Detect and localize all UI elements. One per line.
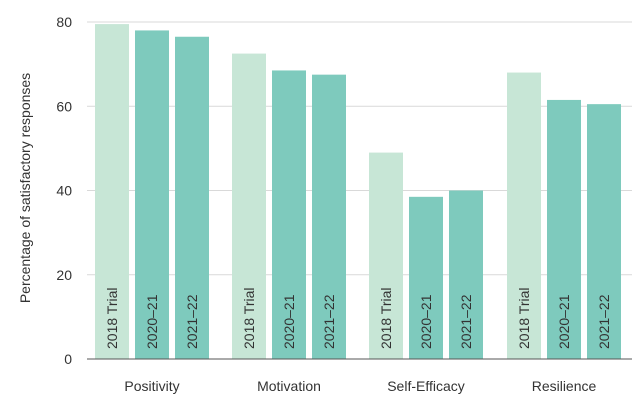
bar-series-label: 2021–22	[596, 294, 612, 349]
y-tick-label: 20	[56, 267, 72, 283]
category-label-self-efficacy: Self-Efficacy	[387, 378, 465, 394]
bar-positivity-1	[135, 30, 169, 360]
y-tick-label: 60	[56, 98, 72, 114]
bar-series-label: 2018 Trial	[104, 288, 120, 349]
bar-positivity-2	[175, 36, 209, 360]
bar-resilience-0	[507, 72, 541, 360]
bar-positivity-0	[95, 24, 129, 359]
y-tick-label: 80	[56, 14, 72, 30]
bars: 2018 Trial 2020–21 2021–22 2018 Trial 2020–2…	[95, 24, 621, 360]
category-label-motivation: Motivation	[257, 378, 321, 394]
bar-series-label: 2020–21	[281, 294, 297, 349]
y-tick-labels: 0 20 40 60 80	[56, 14, 72, 367]
bar-motivation-2	[312, 74, 346, 359]
bar-series-label: 2018 Trial	[378, 288, 394, 349]
bar-series-label: 2020–21	[418, 294, 434, 349]
bar-self-efficacy-2	[449, 190, 483, 359]
y-axis-label: Percentage of satisfactory responses	[17, 73, 33, 303]
bar-series-label: 2021–22	[458, 294, 474, 349]
bar-series-label: 2018 Trial	[516, 288, 532, 349]
bar-resilience-2	[587, 104, 621, 359]
bar-series-label: 2018 Trial	[241, 288, 257, 349]
bar-self-efficacy-0	[369, 152, 403, 359]
y-tick-label: 0	[64, 351, 72, 367]
y-tick-label: 40	[56, 183, 72, 199]
bar-motivation-1	[272, 70, 306, 359]
category-labels: Positivity Motivation Self-Efficacy Resilie…	[124, 378, 596, 394]
category-label-resilience: Resilience	[532, 378, 597, 394]
bar-self-efficacy-1	[409, 196, 443, 359]
bar-resilience-1	[547, 99, 581, 360]
bar-series-label: 2021–22	[184, 294, 200, 349]
bar-series-label: 2021–22	[321, 294, 337, 349]
bar-series-label: 2020–21	[144, 294, 160, 349]
bar-series-label: 2020–21	[556, 294, 572, 349]
category-label-positivity: Positivity	[124, 378, 179, 394]
bar-motivation-0	[232, 53, 266, 359]
